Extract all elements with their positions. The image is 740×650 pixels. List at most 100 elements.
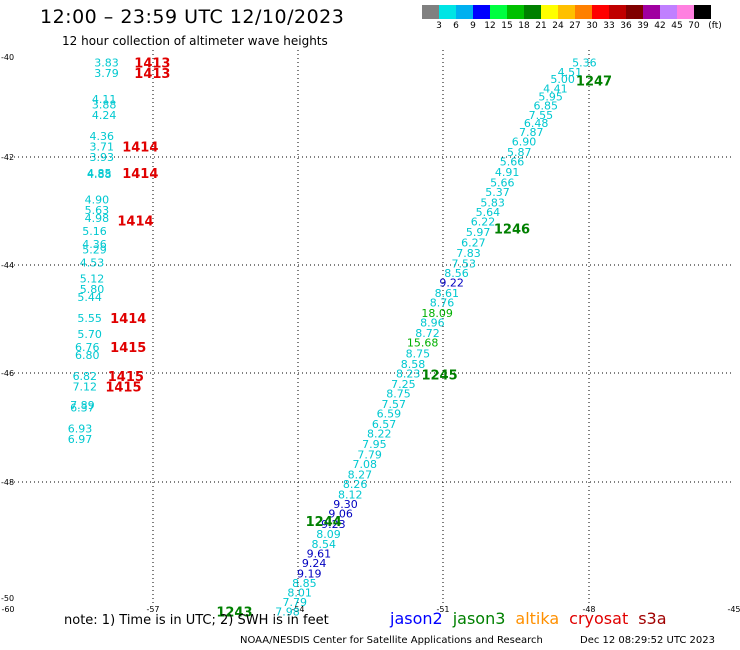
- swh-value: 8.75: [386, 387, 411, 400]
- swh-value: 5.66: [490, 176, 515, 189]
- swh-value: 5.37: [485, 186, 510, 199]
- swh-value: 7.83: [456, 247, 481, 260]
- swh-value: 6.59: [377, 407, 402, 420]
- colorbar-swatch: [473, 5, 490, 19]
- swh-value: 6.57: [372, 418, 397, 431]
- colorbar-swatch: [694, 5, 711, 19]
- swh-value: 6.76: [75, 341, 100, 354]
- colorbar-swatch: [660, 5, 677, 19]
- swh-value: 5.80: [80, 283, 105, 296]
- colorbar-label: 39: [637, 21, 649, 31]
- colorbar-label: 30: [586, 21, 598, 31]
- swh-value: 8.58: [401, 358, 426, 371]
- swh-value: 6.37: [70, 402, 95, 415]
- time-label: 1413: [134, 56, 170, 71]
- colorbar-labels: 3 6 9 12 15 18 21 24 27 30 33 36 39 42 45 70 (ft): [422, 21, 740, 33]
- swh-value: 5.83: [480, 197, 505, 210]
- swh-value: 6.93: [68, 423, 93, 436]
- swh-value: 8.22: [367, 427, 392, 440]
- satellite-legend-cryosat: cryosat: [569, 609, 629, 628]
- swh-value: 4.41: [543, 83, 568, 96]
- y-tick-label: -46: [1, 369, 14, 378]
- time-label: 1414: [110, 312, 146, 327]
- map-grid: [10, 50, 734, 605]
- swh-value: 8.54: [311, 538, 336, 551]
- swh-value: 8.26: [343, 478, 368, 491]
- swh-value: 7.98: [275, 606, 300, 619]
- swh-value: 6.22: [471, 215, 496, 228]
- swh-value: 8.09: [316, 528, 341, 541]
- swh-value: 3.79: [94, 67, 119, 80]
- x-tick-label: -54: [291, 605, 304, 614]
- colorbar-label: 70: [688, 21, 700, 31]
- swh-value: 7.89: [70, 399, 95, 412]
- swh-value: 7.53: [451, 258, 476, 271]
- swh-value: 5.97: [466, 226, 491, 239]
- colorbar-swatch: [507, 5, 524, 19]
- colorbar-swatch: [490, 5, 507, 19]
- y-tick-label: -44: [1, 261, 14, 270]
- x-tick-label: -48: [582, 605, 595, 614]
- swh-value: 5.12: [80, 272, 105, 285]
- swh-value: 5.64: [476, 206, 501, 219]
- swh-value: 8.56: [444, 267, 469, 280]
- colorbar-swatch: [524, 5, 541, 19]
- time-labels: 1413141314141414141414141415141514151247…: [105, 56, 612, 620]
- swh-value: 7.79: [283, 596, 308, 609]
- swh-value: 6.82: [73, 370, 98, 383]
- swh-value: 6.48: [524, 117, 549, 130]
- time-label: 1413: [134, 67, 170, 82]
- swh-value: 8.12: [338, 489, 363, 502]
- colorbar-label: 24: [552, 21, 564, 31]
- colorbar-swatch: [643, 5, 660, 19]
- swh-value: 4.53: [80, 257, 105, 270]
- swh-value: 4.36: [89, 130, 114, 143]
- swh-value: 7.55: [529, 109, 554, 122]
- satellite-legend-altika: altika: [515, 609, 560, 628]
- colorbar-swatch: [541, 5, 558, 19]
- swh-value: 8.01: [287, 587, 312, 600]
- swh-value: 4.91: [495, 166, 520, 179]
- swh-value: 9.61: [307, 548, 332, 561]
- axis-ticks: -60 -57 -54 -51 -48 -45 -40 -42 -44 -46 -48 -50: [1, 53, 740, 614]
- time-label: 1246: [494, 222, 530, 237]
- colorbar-label: 45: [671, 21, 683, 31]
- colorbar-swatch: [456, 5, 473, 19]
- time-label: 1415: [105, 380, 141, 395]
- y-tick-label: -40: [1, 53, 14, 62]
- colorbar-label: 36: [620, 21, 632, 31]
- swh-value: 4.24: [92, 109, 117, 122]
- swh-value: 5.36: [572, 56, 597, 69]
- swh-value: 7.25: [391, 378, 416, 391]
- time-label: 1247: [576, 75, 612, 90]
- colorbar-label: 9: [470, 21, 476, 31]
- swh-value: 8.75: [406, 347, 431, 360]
- swh-value: 6.90: [512, 135, 537, 148]
- colorbar-swatch: [422, 5, 439, 19]
- map-title: 12:00 – 23:59 UTC 12/10/2023: [40, 6, 345, 28]
- footer-credit: NOAA/NESDIS Center for Satellite Applica…: [240, 635, 543, 646]
- swh-labels: 5.364.515.004.415.956.857.556.487.876.90…: [68, 56, 597, 618]
- colorbar-swatch: [609, 5, 626, 19]
- time-label: 1414: [117, 214, 153, 229]
- swh-value: 4.98: [85, 212, 110, 225]
- swh-value: 5.16: [82, 225, 107, 238]
- swh-value: 5.29: [82, 243, 107, 256]
- colorbar-label: 27: [569, 21, 581, 31]
- swh-value: 9.30: [333, 498, 358, 511]
- swh-value: 3.93: [89, 151, 114, 164]
- swh-value: 7.79: [357, 448, 382, 461]
- swh-value: 8.76: [430, 297, 455, 310]
- colorbar-swatch: [558, 5, 575, 19]
- swh-value: 7.08: [353, 458, 378, 471]
- colorbar-label: 15: [501, 21, 513, 31]
- swh-value: 18.09: [421, 307, 453, 320]
- swh-value: 9.06: [328, 508, 353, 521]
- swh-value: 7.12: [73, 380, 98, 393]
- swh-value: 8.72: [415, 327, 440, 340]
- map-subtitle: 12 hour collection of altimeter wave hei…: [62, 34, 328, 48]
- swh-value: 4.11: [92, 93, 117, 106]
- swh-value: 5.63: [85, 204, 110, 217]
- swh-value: 9.19: [297, 568, 322, 581]
- swh-value: 5.87: [507, 146, 532, 159]
